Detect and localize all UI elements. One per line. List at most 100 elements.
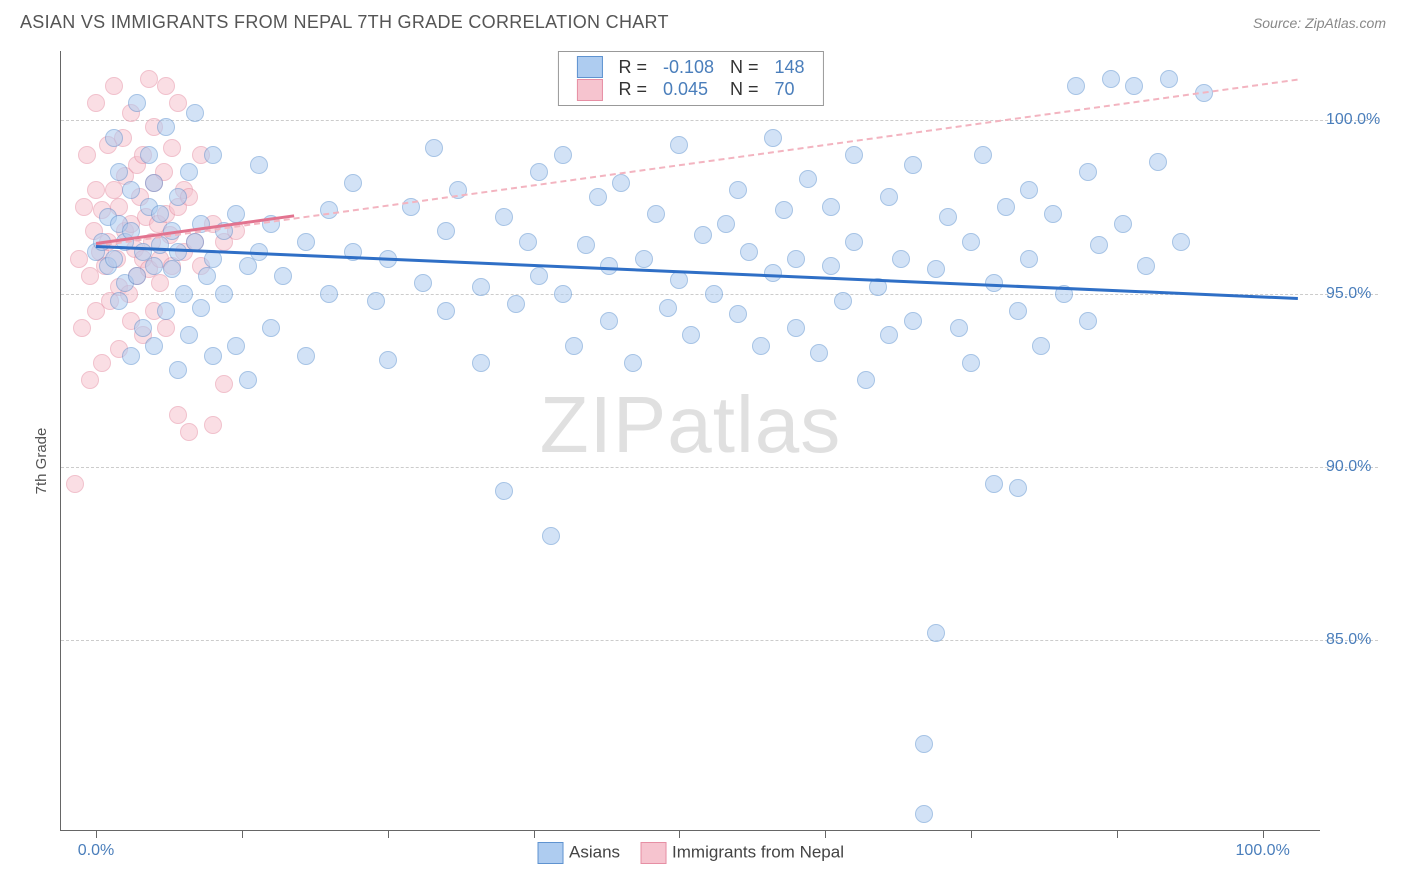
data-point	[437, 222, 455, 240]
data-point	[915, 735, 933, 753]
data-point	[939, 208, 957, 226]
x-tick	[534, 830, 535, 838]
legend-label: Asians	[569, 842, 620, 861]
data-point	[997, 198, 1015, 216]
data-point	[542, 527, 560, 545]
data-point	[787, 250, 805, 268]
data-point	[729, 181, 747, 199]
data-point	[140, 70, 158, 88]
x-tick-label: 0.0%	[78, 842, 114, 860]
data-point	[204, 347, 222, 365]
data-point	[379, 351, 397, 369]
data-point	[145, 337, 163, 355]
data-point	[472, 278, 490, 296]
header: ASIAN VS IMMIGRANTS FROM NEPAL 7TH GRADE…	[0, 0, 1406, 41]
correlation-legend: R =-0.108N =148R =0.045N =70	[557, 51, 823, 106]
data-point	[157, 319, 175, 337]
data-point	[729, 305, 747, 323]
data-point	[1079, 312, 1097, 330]
legend-n-value: 70	[767, 78, 813, 100]
legend-n-label: N =	[722, 78, 767, 100]
data-point	[169, 94, 187, 112]
data-point	[799, 170, 817, 188]
data-point	[845, 233, 863, 251]
x-tick	[679, 830, 680, 838]
data-point	[367, 292, 385, 310]
data-point	[157, 77, 175, 95]
gridline	[61, 640, 1378, 641]
data-point	[215, 285, 233, 303]
y-tick-label: 90.0%	[1326, 458, 1390, 476]
data-point	[297, 347, 315, 365]
legend-swatch	[640, 842, 666, 864]
data-point	[1067, 77, 1085, 95]
data-point	[344, 174, 362, 192]
data-point	[670, 271, 688, 289]
data-point	[472, 354, 490, 372]
data-point	[927, 260, 945, 278]
data-point	[577, 236, 595, 254]
data-point	[87, 94, 105, 112]
data-point	[145, 257, 163, 275]
data-point	[151, 205, 169, 223]
data-point	[105, 129, 123, 147]
data-point	[180, 326, 198, 344]
data-point	[93, 354, 111, 372]
legend-r-label: R =	[610, 56, 655, 78]
data-point	[1114, 215, 1132, 233]
data-point	[134, 319, 152, 337]
data-point	[565, 337, 583, 355]
data-point	[66, 475, 84, 493]
data-point	[163, 139, 181, 157]
data-point	[519, 233, 537, 251]
x-tick	[825, 830, 826, 838]
data-point	[78, 146, 96, 164]
data-point	[157, 302, 175, 320]
data-point	[297, 233, 315, 251]
y-tick-label: 95.0%	[1326, 285, 1390, 303]
data-point	[495, 482, 513, 500]
x-tick	[1117, 830, 1118, 838]
y-tick-label: 85.0%	[1326, 631, 1390, 649]
legend-n-value: 148	[767, 56, 813, 78]
data-point	[787, 319, 805, 337]
data-point	[904, 312, 922, 330]
data-point	[227, 205, 245, 223]
data-point	[845, 146, 863, 164]
legend-swatch	[576, 56, 602, 78]
data-point	[239, 371, 257, 389]
data-point	[1020, 250, 1038, 268]
data-point	[624, 354, 642, 372]
data-point	[950, 319, 968, 337]
data-point	[227, 337, 245, 355]
data-point	[962, 354, 980, 372]
data-point	[834, 292, 852, 310]
data-point	[110, 163, 128, 181]
data-point	[110, 292, 128, 310]
data-point	[589, 188, 607, 206]
data-point	[1009, 479, 1027, 497]
legend-item: Immigrants from Nepal	[640, 842, 844, 864]
data-point	[87, 181, 105, 199]
x-tick	[242, 830, 243, 838]
data-point	[915, 805, 933, 823]
data-point	[554, 146, 572, 164]
data-point	[73, 319, 91, 337]
data-point	[105, 250, 123, 268]
y-tick-label: 100.0%	[1326, 111, 1390, 129]
data-point	[180, 163, 198, 181]
data-point	[274, 267, 292, 285]
data-point	[105, 77, 123, 95]
data-point	[740, 243, 758, 261]
x-tick	[1263, 830, 1264, 838]
data-point	[530, 267, 548, 285]
legend-r-label: R =	[610, 78, 655, 100]
data-point	[880, 188, 898, 206]
legend-n-label: N =	[722, 56, 767, 78]
data-point	[215, 375, 233, 393]
series-legend: Asians Immigrants from Nepal	[537, 842, 844, 864]
data-point	[320, 201, 338, 219]
data-point	[157, 118, 175, 136]
data-point	[985, 475, 1003, 493]
data-point	[1160, 70, 1178, 88]
